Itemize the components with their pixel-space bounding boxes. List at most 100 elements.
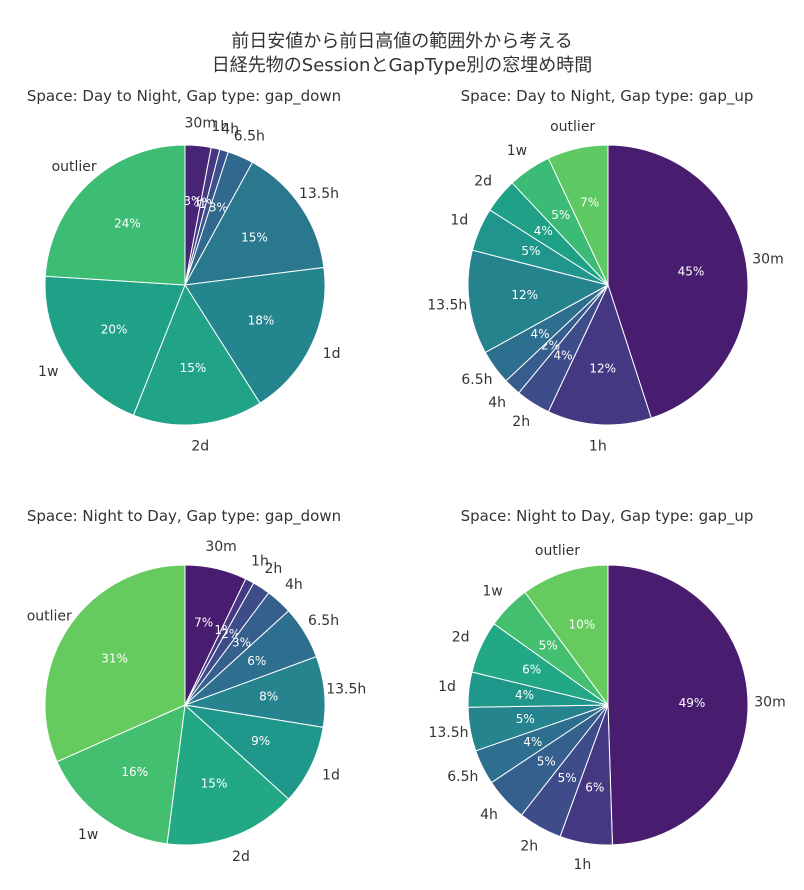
slice-label: 2h [520,839,538,855]
slice-label: 30m [185,116,216,132]
percent-label: 5% [539,639,558,653]
slice-label: 1d [322,767,340,783]
percent-label: 3% [209,200,228,214]
percent-label: 4% [534,224,553,238]
slice-label: 1w [507,143,527,159]
subplot-title-day-night-gap-down: Space: Day to Night, Gap type: gap_down [26,87,342,105]
pie-chart-2: 30m45%1h12%2h4%4h2%6.5h4%13.5h12%1d5%2d4… [427,119,783,455]
percent-label: 12% [511,288,538,302]
percent-label: 24% [114,216,141,230]
pie-slice-30m [607,144,749,419]
pie-chart-3: 30m7%1h1%2h2%4h3%6.5h6%13.5h8%1d9%2d15%1… [27,539,367,865]
slice-label: 1h [589,439,607,455]
subplot-title-night-day-gap-down: Space: Night to Day, Gap type: gap_down [26,507,342,525]
pie-slice-outlier [524,564,609,707]
slice-label: 1h [211,119,229,135]
slice-label: outlier [550,119,595,135]
slice-label: 2d [474,174,492,190]
percent-label: 18% [248,313,275,327]
pie-slice-1w [44,275,186,416]
percent-label: 12% [589,361,616,375]
slice-label: 13.5h [299,186,339,202]
slice-label: 4h [285,577,303,593]
percent-label: 5% [558,771,577,785]
slice-label: 1d [438,679,456,695]
slice-label: 30m [205,539,236,555]
subplot-title-night-day-gap-up: Space: Night to Day, Gap type: gap_up [460,507,754,525]
slice-label: 30m [754,694,785,710]
percent-label: 5% [521,244,540,258]
percent-label: 4% [515,688,534,702]
slice-label: 2h [264,561,282,577]
slice-label: outlier [52,159,97,175]
slice-label: 13.5h [428,725,468,741]
percent-label: 4% [523,735,542,749]
slice-label: 1h [574,857,592,873]
slice-label: 2d [191,438,209,454]
percent-label: 5% [516,712,535,726]
pie-slice-1d [183,704,324,800]
percent-label: 15% [180,361,207,375]
percent-label: 45% [678,264,705,278]
percent-label: 31% [101,652,128,666]
pie-slice-outlier [44,144,186,286]
slice-label: 2h [512,414,530,430]
slice-label: 6.5h [308,613,339,629]
slice-label: 2d [232,849,250,865]
percent-label: 7% [194,616,213,630]
slice-label: outlier [27,609,72,625]
slice-label: 13.5h [326,681,366,697]
percent-label: 6% [522,663,541,677]
slice-label: 4h [480,807,498,823]
chart-title: 前日安値から前日高値の範囲外から考える 日経先物のSessionとGapType… [0,30,804,78]
percent-label: 4% [531,327,550,341]
percent-label: 5% [551,208,570,222]
slice-label: 6.5h [461,372,492,388]
percent-label: 5% [537,754,556,768]
slice-label: 4h [488,395,506,411]
slice-label: 1w [78,827,98,843]
slice-label: 6.5h [234,128,265,144]
slice-label: 1d [450,213,468,229]
pie-slice-1h [547,283,652,426]
percent-label: 7% [580,196,599,210]
slice-label: 13.5h [427,297,467,313]
slice-label: outlier [535,543,580,559]
percent-label: 4% [553,348,572,362]
slice-label: 2d [452,630,470,646]
percent-label: 6% [585,780,604,794]
pie-chart-4: 30m 49% 1h 6% 2h 5% 4h 5% 6.5h 4% 13.5h 5% 1d 4% 2d 6% 1… [428,543,785,873]
slice-label: 6.5h [447,769,478,785]
percent-label: 16% [121,765,148,779]
subplot-title-day-night-gap-up: Space: Day to Night, Gap type: gap_up [460,87,754,105]
pie-slice-outlier [44,564,186,763]
percent-label: 3% [183,194,202,208]
percent-label: 49% [679,696,706,710]
pie-slice-30m [607,564,749,846]
percent-label: 15% [241,230,268,244]
pie-slice-13.5h [467,249,610,354]
slice-label: 4h [221,121,239,137]
pie-slice-1w [56,704,186,845]
chart-title-line-2: 日経先物のSessionとGapType別の窓埋め時間 [211,55,593,76]
slice-label: 1w [38,364,58,380]
percent-label: 3% [232,635,251,649]
slice-label: 1w [482,583,502,599]
slice-label: 1h [251,553,269,569]
pie-chart-1: 30m3%1h1%4h1%6.5h3%13.5h15%1d18%2d15%1w2… [38,116,340,455]
percent-label: 10% [568,618,595,632]
slice-label: 30m [752,252,783,268]
percent-label: 8% [259,689,278,703]
pie-slice-1d [184,266,326,404]
pie-slice-2d [166,703,290,846]
percent-label: 9% [251,734,270,748]
pie-slice-13.5h [184,161,325,286]
pie-slice-2d [132,283,261,426]
pie-slice-outlier [547,144,609,286]
chart-title-line-1: 前日安値から前日高値の範囲外から考える [231,31,573,52]
percent-label: 20% [101,323,128,337]
percent-label: 6% [247,654,266,668]
percent-label: 15% [201,776,228,790]
slice-label: 1d [323,346,341,362]
